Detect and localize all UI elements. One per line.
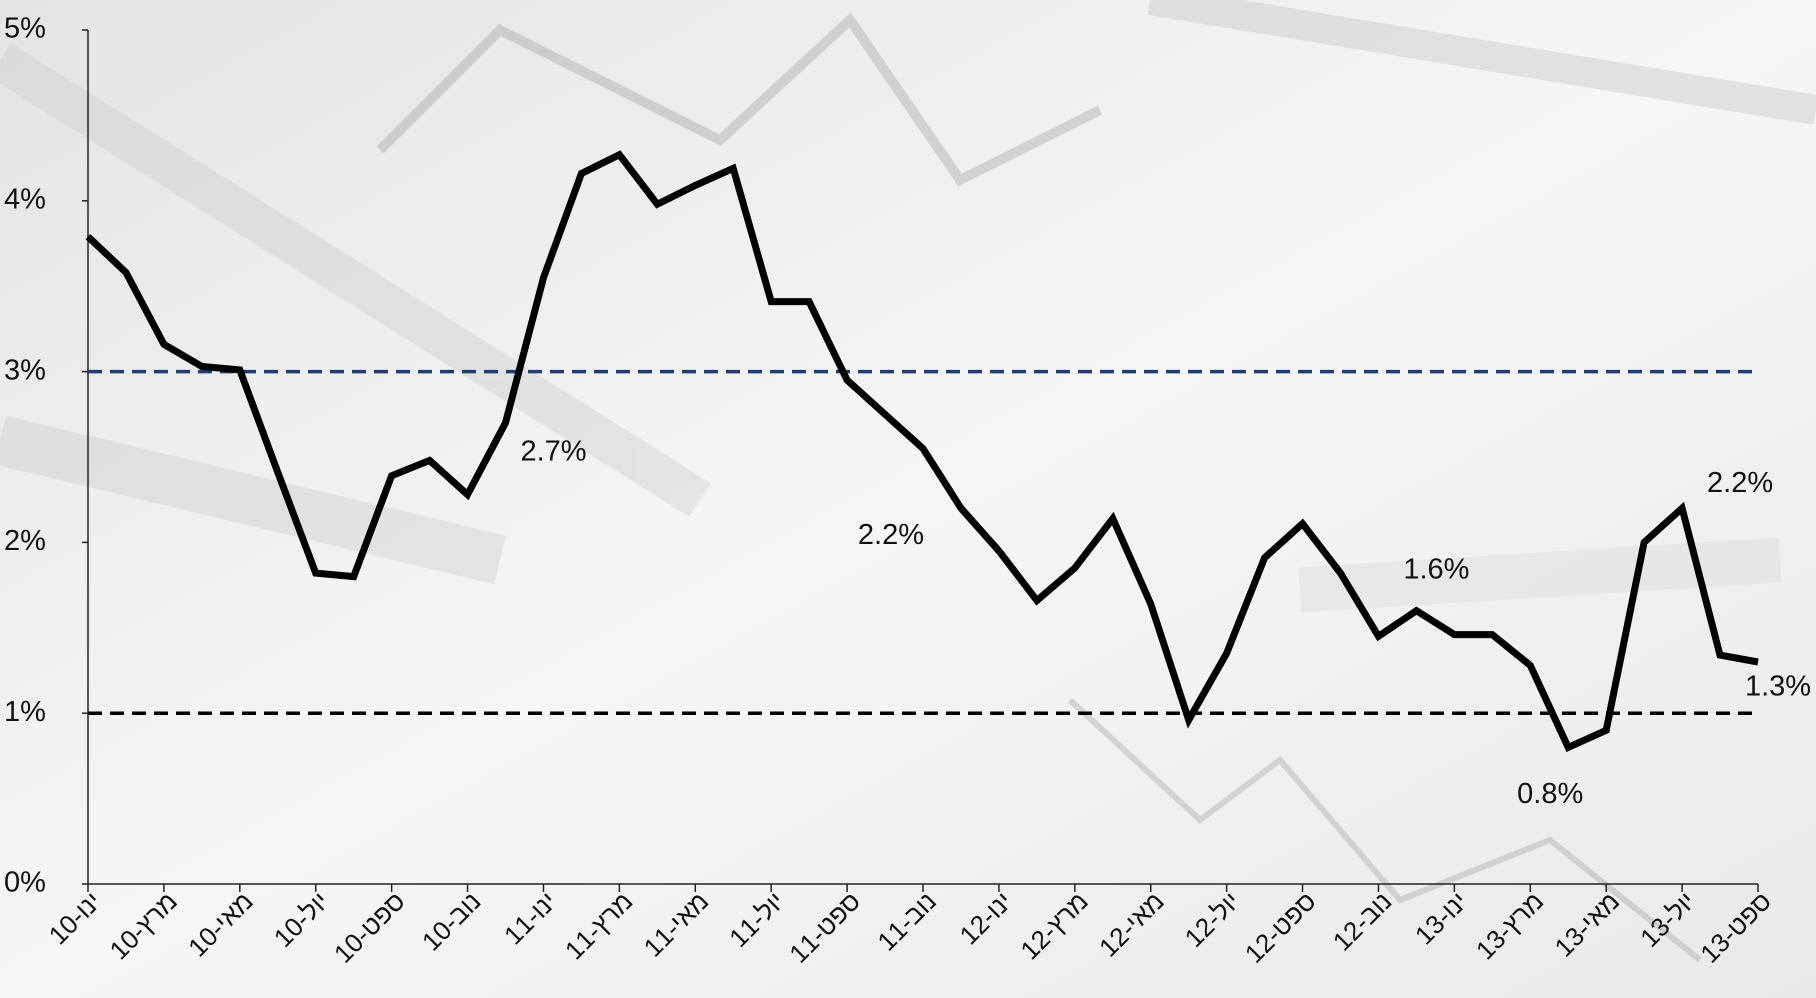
y-tick-label: 1% xyxy=(4,696,46,728)
y-tick-label: 5% xyxy=(4,13,46,45)
y-tick-label: 4% xyxy=(4,183,46,215)
value-label: 1.6% xyxy=(1403,553,1469,585)
y-tick-label: 0% xyxy=(4,867,46,899)
value-label: 2.2% xyxy=(858,519,924,551)
chart: 0%1%2%3%4%5%ינו-10מרץ-10מאי-10יול-10ספט-… xyxy=(0,0,1816,998)
value-label: 0.8% xyxy=(1517,778,1583,810)
value-label: 2.2% xyxy=(1707,467,1773,499)
value-label: 1.3% xyxy=(1745,671,1811,703)
y-tick-label: 2% xyxy=(4,525,46,557)
value-label: 2.7% xyxy=(520,435,586,467)
y-tick-label: 3% xyxy=(4,354,46,386)
